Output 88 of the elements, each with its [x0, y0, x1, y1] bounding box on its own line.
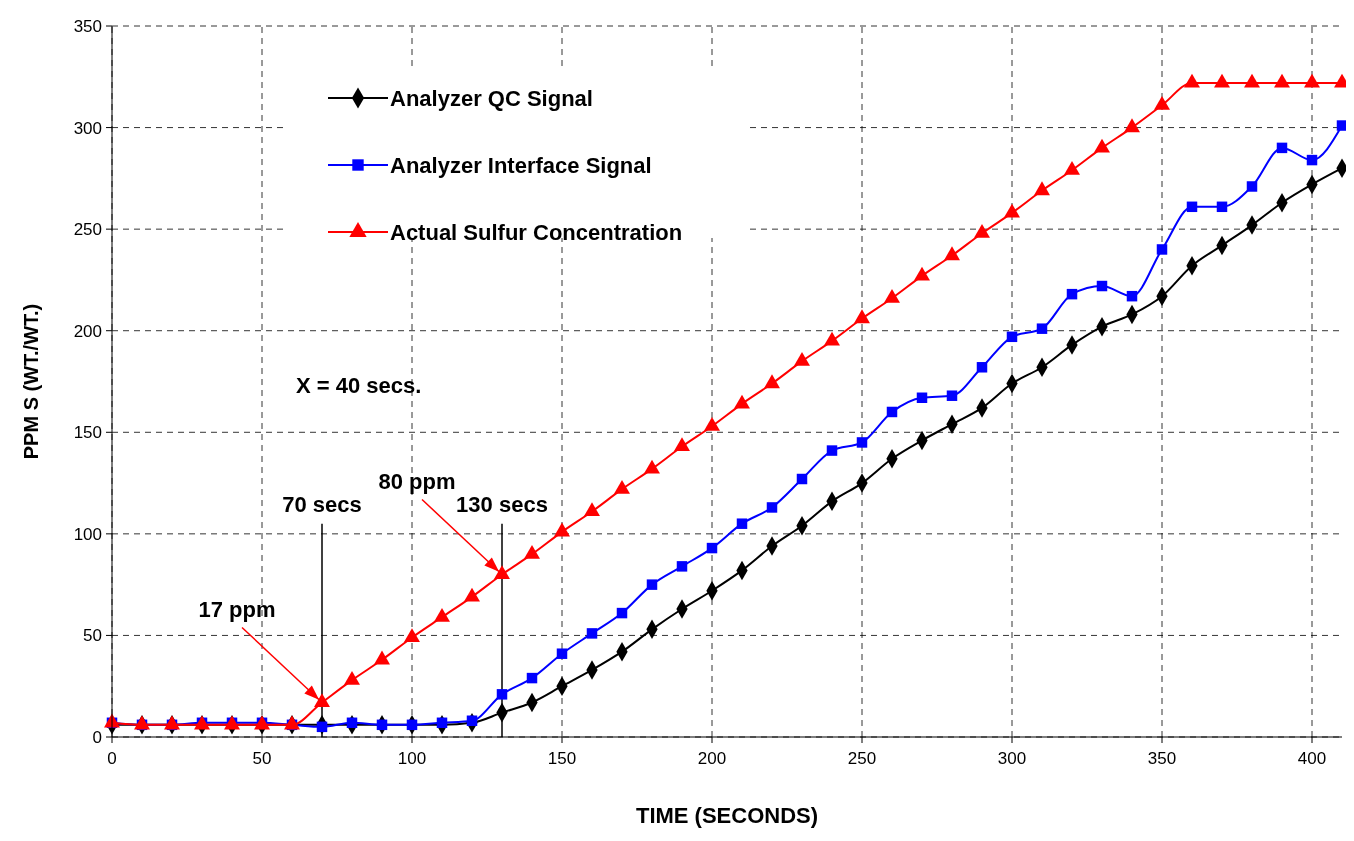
- point: [676, 561, 688, 572]
- legend-label: Analyzer QC Signal: [390, 86, 593, 111]
- point: [1304, 73, 1320, 88]
- y-tick-label: 250: [73, 220, 102, 240]
- point: [706, 542, 718, 554]
- x-tick-label: 0: [107, 749, 117, 768]
- point: [1094, 138, 1110, 153]
- point: [856, 437, 868, 448]
- point: [1186, 201, 1198, 213]
- x-axis-title: TIME (SECONDS): [635, 803, 819, 828]
- y-tick-label: 0: [92, 728, 102, 747]
- point: [556, 648, 568, 659]
- point: [796, 473, 808, 485]
- point: [914, 266, 930, 281]
- x-tick-label: 50: [252, 749, 272, 768]
- x-tick-label: 100: [397, 749, 427, 768]
- x-tick-label: 200: [697, 749, 727, 768]
- point: [1006, 331, 1018, 343]
- point: [346, 717, 358, 729]
- point: [1214, 73, 1230, 88]
- point: [886, 406, 898, 418]
- point: [674, 437, 690, 452]
- point: [854, 309, 870, 324]
- point: [734, 394, 750, 409]
- point: [406, 719, 418, 731]
- point: [404, 628, 420, 643]
- point: [1034, 181, 1050, 196]
- point: [766, 502, 778, 513]
- point: [1064, 161, 1080, 175]
- y-tick-label: 300: [73, 118, 102, 138]
- point: [1274, 73, 1290, 88]
- ref-line-label: 70 secs: [282, 491, 362, 517]
- point: [794, 351, 810, 366]
- point: [1244, 73, 1260, 88]
- point: [496, 689, 508, 700]
- point: [824, 331, 840, 346]
- y-tick-label: 100: [73, 524, 102, 544]
- point: [1216, 201, 1228, 213]
- point: [764, 374, 780, 389]
- point: [1096, 280, 1108, 292]
- point: [736, 518, 748, 529]
- point: [1306, 154, 1318, 166]
- point: [1066, 288, 1078, 300]
- legend-label: Analyzer Interface Signal: [390, 153, 652, 178]
- point: [646, 579, 658, 590]
- ref-line-label: 130 secs: [456, 491, 548, 517]
- point: [554, 522, 570, 537]
- point: [526, 672, 538, 684]
- point: [586, 628, 598, 639]
- annotation: X = 40 secs.: [296, 373, 422, 398]
- point: [584, 502, 600, 517]
- annotation: 80 ppm: [378, 469, 456, 495]
- y-tick-label: 200: [73, 321, 102, 341]
- point: [1246, 181, 1258, 192]
- x-tick-label: 350: [1147, 749, 1177, 768]
- point: [974, 224, 990, 238]
- point: [616, 607, 628, 619]
- point: [1126, 290, 1138, 302]
- point: [976, 362, 988, 373]
- point: [826, 445, 838, 456]
- point: [1184, 73, 1200, 88]
- x-tick-label: 300: [997, 749, 1027, 768]
- point: [1276, 142, 1288, 154]
- point: [944, 246, 960, 261]
- point: [946, 390, 958, 401]
- legend-label: Actual Sulfur Concentration: [390, 220, 683, 245]
- point: [884, 289, 900, 303]
- x-tick-label: 250: [847, 749, 877, 768]
- point: [436, 717, 448, 729]
- point: [1336, 120, 1346, 131]
- point: [494, 565, 510, 580]
- annotation: 17 ppm: [198, 597, 276, 623]
- point: [1154, 96, 1170, 110]
- point: [1036, 323, 1048, 334]
- point: [466, 715, 478, 726]
- point: [1004, 203, 1020, 218]
- y-tick-label: 150: [73, 423, 102, 443]
- y-tick-label: 50: [83, 626, 102, 646]
- point: [1124, 118, 1140, 133]
- point: [376, 719, 388, 731]
- point: [916, 392, 928, 403]
- y-axis-title: PPM S (WT./WT.): [20, 303, 42, 460]
- point: [644, 459, 660, 474]
- y-tick-label: 350: [73, 17, 102, 36]
- point: [1156, 244, 1168, 255]
- point: [316, 721, 328, 733]
- x-tick-label: 400: [1297, 749, 1327, 768]
- x-tick-label: 150: [547, 749, 577, 768]
